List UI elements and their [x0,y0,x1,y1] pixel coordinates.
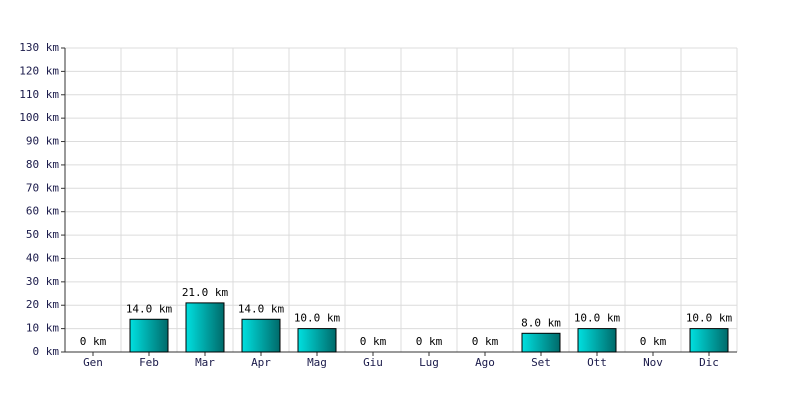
value-label: 0 km [80,335,107,348]
x-tick-label: Feb [139,356,159,369]
y-tick-label: 10 km [26,322,59,335]
y-tick-label: 120 km [19,64,59,77]
value-label: 0 km [472,335,499,348]
y-tick-label: 130 km [19,41,59,54]
y-tick-label: 90 km [26,135,59,148]
value-label: 21.0 km [182,286,229,299]
x-tick-label: Mag [307,356,327,369]
value-label: 10.0 km [294,312,341,325]
y-tick-label: 0 km [33,345,60,358]
value-label: 8.0 km [521,316,561,329]
bar [577,328,617,353]
bar [129,318,169,353]
bar [241,318,281,353]
y-tick-label: 80 km [26,158,59,171]
x-tick-label: Nov [643,356,663,369]
x-tick-label: Lug [419,356,439,369]
y-tick-label: 60 km [26,205,59,218]
x-tick-label: Set [531,356,551,369]
x-tick-label: Dic [699,356,719,369]
bar [521,332,561,353]
x-tick-label: Mar [195,356,215,369]
y-tick-label: 30 km [26,275,59,288]
x-tick-label: Apr [251,356,271,369]
x-tick-label: Ott [587,356,607,369]
value-label: 0 km [640,335,667,348]
value-label: 0 km [416,335,443,348]
value-label: 14.0 km [238,302,285,315]
value-label: 10.0 km [574,312,621,325]
value-label: 14.0 km [126,302,173,315]
bar [297,328,337,353]
y-tick-label: 70 km [26,181,59,194]
bar [689,328,729,353]
x-tick-label: Gen [83,356,103,369]
y-tick-label: 40 km [26,251,59,264]
y-tick-label: 100 km [19,111,59,124]
x-tick-label: Giu [363,356,383,369]
y-tick-label: 110 km [19,88,59,101]
x-tick-label: Ago [475,356,495,369]
y-tick-label: 50 km [26,228,59,241]
value-label: 10.0 km [686,312,733,325]
bar [185,302,225,353]
y-tick-label: 20 km [26,298,59,311]
value-label: 0 km [360,335,387,348]
